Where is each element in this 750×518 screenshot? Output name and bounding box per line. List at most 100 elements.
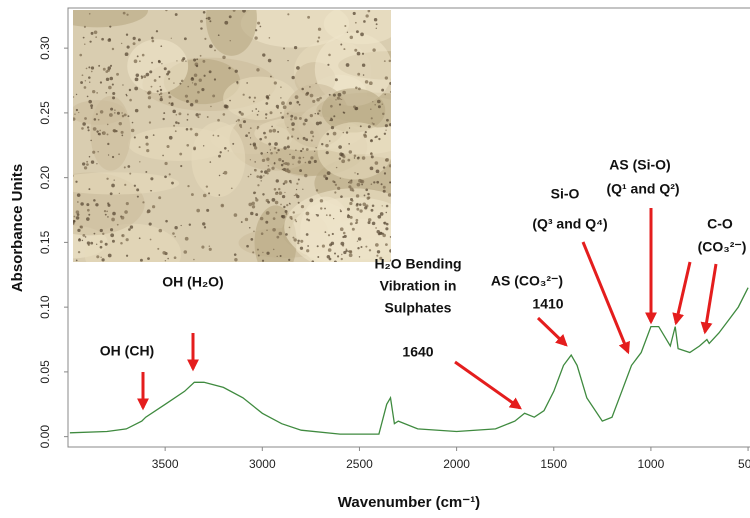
photo-speck: [100, 229, 103, 232]
photo-speck: [356, 219, 359, 222]
photo-speck: [176, 60, 177, 61]
photo-speck: [88, 66, 90, 68]
photo-speck: [292, 164, 293, 165]
photo-speck: [209, 20, 211, 22]
photo-speck: [156, 30, 158, 32]
photo-speck: [359, 209, 362, 212]
photo-speck: [266, 211, 270, 215]
photo-speck: [311, 139, 313, 141]
photo-speck: [151, 62, 153, 64]
photo-speck: [126, 255, 128, 257]
photo-speck: [276, 191, 278, 193]
photo-speck: [151, 37, 154, 40]
photo-speck: [114, 109, 115, 110]
photo-speck: [169, 96, 172, 99]
photo-speck: [202, 222, 205, 225]
photo-speck: [131, 129, 134, 132]
photo-speck: [222, 56, 225, 59]
photo-speck: [385, 227, 388, 230]
photo-speck: [204, 226, 206, 228]
photo-speck: [94, 233, 96, 235]
photo-speck: [88, 129, 90, 131]
photo-speck: [196, 58, 198, 60]
photo-speck: [118, 153, 120, 155]
photo-speck: [335, 184, 337, 186]
photo-speck: [341, 99, 342, 100]
photo-speck: [199, 113, 201, 115]
photo-speck: [105, 214, 107, 216]
photo-speck: [357, 173, 359, 175]
photo-speck: [224, 147, 227, 150]
photo-speck: [287, 60, 288, 61]
photo-speck: [343, 232, 346, 235]
photo-speck: [96, 244, 97, 245]
photo-speck: [368, 125, 371, 128]
photo-speck: [206, 209, 209, 212]
page: Wavenumber (cm⁻¹) Absorbance Units 0.000…: [0, 0, 750, 518]
photo-speck: [360, 125, 362, 127]
photo-speck: [80, 225, 83, 228]
photo-speck: [142, 54, 145, 57]
photo-speck: [176, 114, 178, 116]
photo-speck: [376, 181, 379, 184]
photo-speck: [349, 253, 353, 257]
photo-speck: [372, 222, 376, 226]
photo-speck: [86, 163, 89, 166]
photo-speck: [146, 149, 149, 152]
photo-speck: [250, 143, 252, 145]
photo-speck: [254, 146, 257, 149]
photo-speck: [306, 212, 310, 216]
photo-speck: [344, 25, 346, 27]
photo-speck: [107, 143, 109, 145]
photo-speck: [298, 157, 301, 160]
photo-speck: [135, 77, 139, 81]
photo-speck: [348, 143, 350, 145]
photo-speck: [203, 145, 204, 146]
photo-speck: [185, 237, 189, 241]
photo-speck: [294, 46, 297, 49]
photo-speck: [126, 95, 128, 97]
photo-speck: [376, 230, 379, 233]
photo-speck: [202, 60, 205, 63]
photo-speck: [349, 150, 352, 153]
photo-speck: [122, 84, 123, 85]
photo-speck: [182, 57, 185, 60]
photo-speck: [103, 68, 106, 71]
photo-speck: [390, 236, 392, 238]
photo-speck: [210, 161, 212, 163]
photo-speck: [389, 164, 392, 167]
photo-speck: [285, 162, 288, 165]
photo-speck: [326, 214, 328, 216]
photo-speck: [93, 127, 97, 131]
photo-speck: [154, 79, 157, 82]
photo-speck: [230, 40, 231, 41]
photo-speck: [316, 189, 318, 191]
photo-speck: [194, 74, 197, 77]
photo-speck: [80, 202, 83, 205]
photo-speck: [383, 190, 386, 193]
photo-speck: [368, 221, 371, 224]
photo-speck: [87, 241, 90, 244]
photo-speck: [98, 119, 100, 121]
photo-speck: [302, 148, 304, 150]
photo-speck: [160, 98, 163, 101]
photo-speck: [277, 131, 279, 133]
photo-speck: [88, 100, 92, 104]
photo-speck: [328, 234, 330, 236]
photo-speck: [271, 167, 274, 170]
annotation-text: Si-O: [551, 186, 580, 202]
annotation-text: (Q¹ and Q²): [606, 181, 679, 197]
photo-speck: [375, 161, 379, 165]
photo-speck: [289, 203, 290, 204]
photo-speck: [335, 78, 338, 81]
photo-speck: [87, 209, 90, 212]
photo-speck: [339, 152, 343, 156]
photo-speck: [291, 136, 293, 138]
photo-speck: [350, 187, 354, 191]
photo-speck: [96, 255, 99, 258]
photo-speck: [185, 60, 186, 61]
photo-speck: [303, 137, 306, 140]
photo-speck: [359, 203, 362, 206]
photo-speck: [322, 245, 325, 248]
photo-speck: [84, 26, 86, 28]
